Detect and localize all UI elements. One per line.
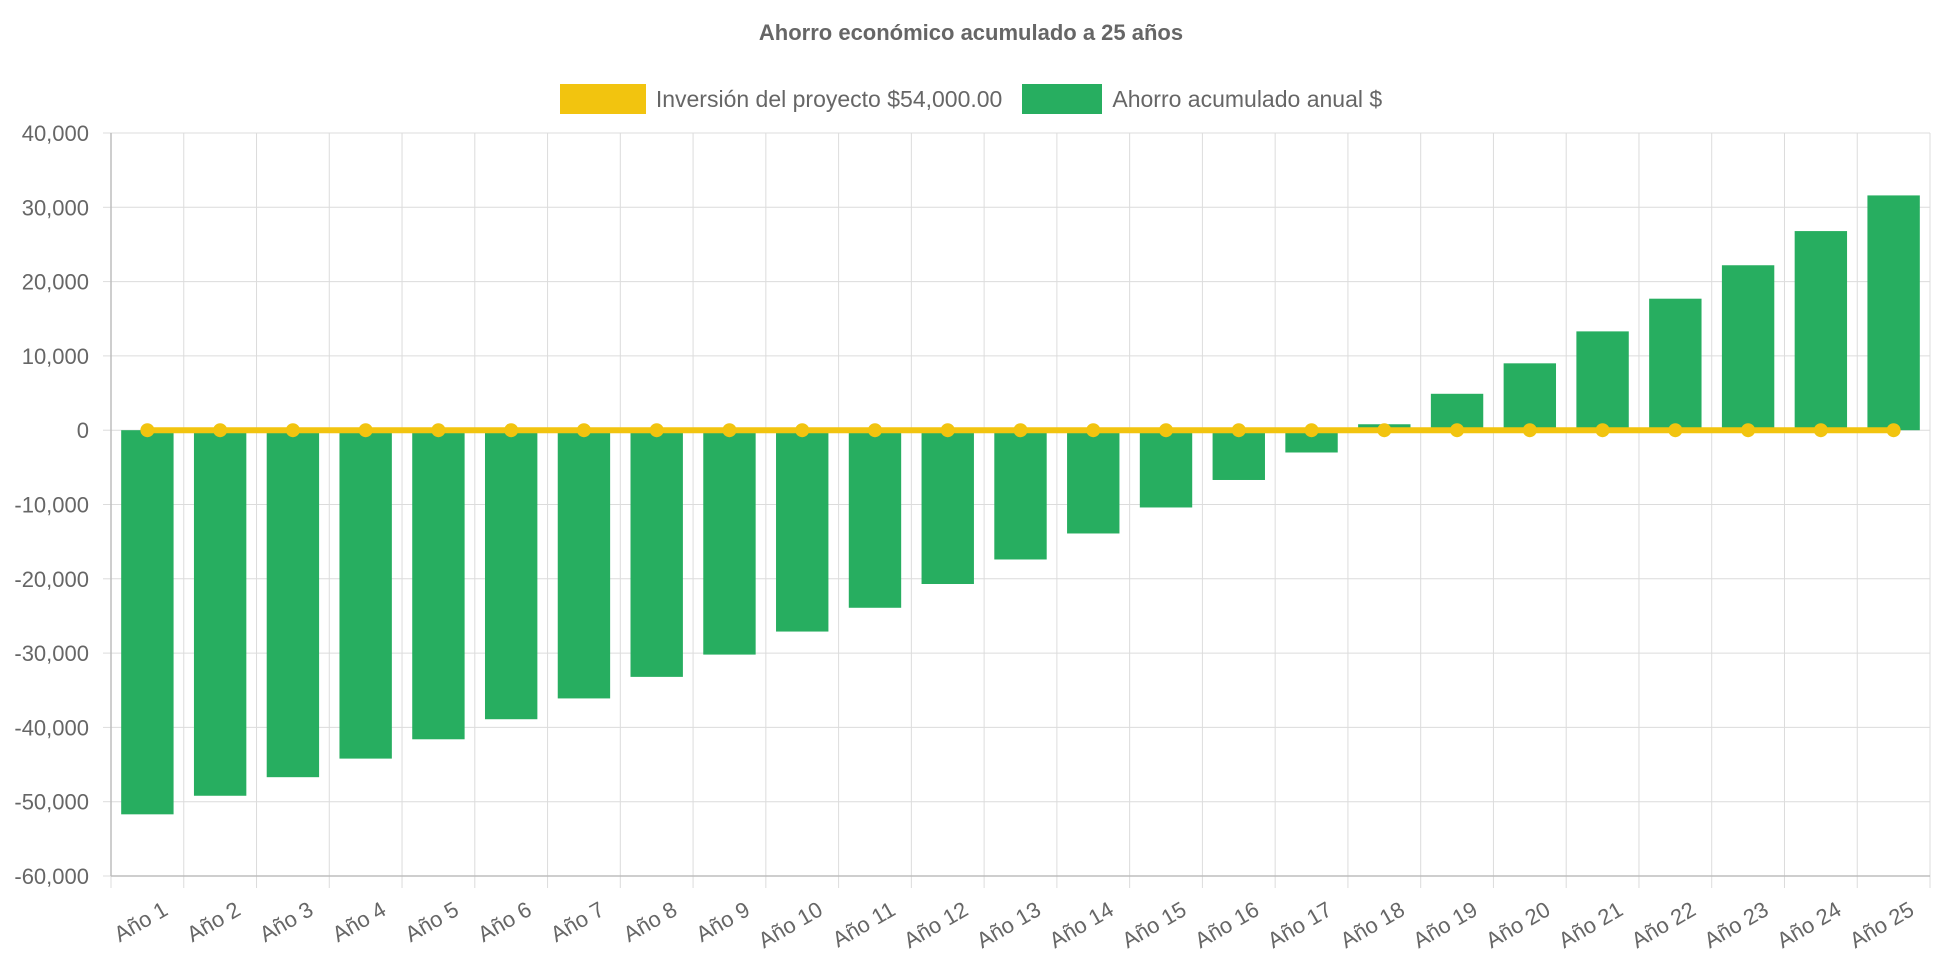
point-investment	[649, 423, 664, 438]
point-investment	[940, 423, 955, 438]
point-investment	[1304, 423, 1319, 438]
x-tick-label: Año 24	[1772, 897, 1845, 954]
bar-savings	[1721, 265, 1775, 431]
y-tick-label: -20,000	[14, 567, 89, 592]
point-investment	[431, 423, 446, 438]
legend-item-savings[interactable]: Ahorro acumulado anual $	[1022, 84, 1382, 114]
bar-series-savings	[121, 195, 1920, 815]
bar-savings	[1067, 430, 1120, 534]
point-investment	[1013, 423, 1028, 438]
y-tick-label: 20,000	[22, 270, 89, 295]
point-investment	[504, 423, 519, 438]
bar-savings	[266, 430, 320, 778]
legend-label-savings: Ahorro acumulado anual $	[1112, 85, 1383, 112]
x-tick-label: Año 23	[1700, 897, 1773, 954]
y-tick-label: -30,000	[14, 641, 89, 666]
bar-savings	[339, 430, 392, 759]
bar-savings	[630, 430, 683, 677]
point-investment	[1377, 423, 1392, 438]
x-tick-label: Año 12	[899, 897, 972, 954]
x-tick-label: Año 11	[828, 897, 899, 953]
legend: Inversión del proyecto $54,000.00 Ahorro…	[0, 84, 1942, 114]
y-tick-label: 10,000	[22, 344, 89, 369]
y-tick-label: 0	[77, 418, 89, 443]
point-investment	[1595, 423, 1610, 438]
x-tick-label: Año 1	[110, 897, 172, 947]
x-tick-label: Año 15	[1118, 897, 1191, 954]
bar-savings	[1794, 231, 1848, 431]
y-tick-label: -40,000	[14, 715, 89, 740]
legend-item-investment[interactable]: Inversión del proyecto $54,000.00	[559, 84, 1003, 114]
x-tick-label: Año 6	[473, 897, 535, 947]
bar-savings	[412, 430, 465, 740]
y-tick-label: -50,000	[14, 790, 89, 815]
point-investment	[1450, 423, 1465, 438]
bar-savings	[1867, 195, 1920, 431]
chart-title: Ahorro económico acumulado a 25 años	[758, 20, 1184, 45]
x-tick-label: Año 17	[1263, 897, 1336, 954]
bar-savings	[193, 430, 247, 796]
point-investment	[867, 423, 882, 438]
x-tick-label: Año 16	[1190, 897, 1263, 954]
bar-savings	[557, 430, 611, 699]
point-investment	[1086, 423, 1101, 438]
x-tick-label: Año 14	[1045, 897, 1118, 954]
bar-savings	[121, 430, 174, 815]
x-tick-label: Año 13	[972, 897, 1045, 954]
bar-savings	[776, 430, 829, 632]
bar-savings	[1576, 331, 1629, 431]
x-tick-label: Año 7	[546, 897, 608, 947]
point-investment	[213, 423, 228, 438]
point-investment	[1741, 423, 1756, 438]
y-tick-label: -60,000	[14, 864, 89, 889]
y-tick-label: 40,000	[22, 121, 89, 146]
bar-savings	[1139, 430, 1193, 508]
bar-savings	[994, 430, 1047, 560]
bar-savings	[1285, 430, 1338, 453]
point-investment	[1522, 423, 1537, 438]
point-investment	[722, 423, 737, 438]
x-tick-label: Año 20	[1481, 897, 1554, 954]
bar-savings	[848, 430, 902, 608]
x-tick-label: Año 25	[1845, 897, 1918, 954]
x-tick-label: Año 2	[182, 897, 244, 947]
point-investment	[140, 423, 155, 438]
x-tick-label: Año 8	[619, 897, 681, 947]
x-tick-label: Año 5	[401, 897, 463, 947]
x-tick-label: Año 22	[1627, 897, 1700, 954]
y-tick-label: 30,000	[22, 195, 89, 220]
x-tick-label: Año 9	[692, 897, 754, 947]
bar-savings	[703, 430, 756, 655]
legend-swatch-savings	[1022, 84, 1103, 114]
bar-savings	[1649, 298, 1702, 431]
bar-savings	[1212, 430, 1265, 480]
point-investment	[285, 423, 300, 438]
bar-savings	[921, 430, 974, 585]
bar-savings	[484, 430, 538, 720]
legend-swatch-investment	[559, 84, 646, 114]
x-tick-label: Año 19	[1409, 897, 1482, 954]
x-tick-label: Año 4	[328, 897, 390, 947]
legend-label-investment: Inversión del proyecto $54,000.00	[655, 85, 1003, 112]
point-investment	[576, 423, 591, 438]
x-tick-label: Año 3	[255, 897, 317, 947]
point-investment	[1813, 423, 1828, 438]
line-series-investment	[140, 423, 1901, 438]
point-investment	[1668, 423, 1683, 438]
point-investment	[358, 423, 373, 438]
x-tick-label: Año 18	[1336, 897, 1409, 954]
bar-savings	[1503, 363, 1557, 431]
y-tick-label: -10,000	[14, 493, 89, 518]
point-investment	[1886, 423, 1901, 438]
x-tick-label: Año 21	[1554, 897, 1627, 954]
point-investment	[1231, 423, 1246, 438]
point-investment	[795, 423, 810, 438]
x-tick-label: Año 10	[754, 897, 827, 954]
point-investment	[1159, 423, 1174, 438]
